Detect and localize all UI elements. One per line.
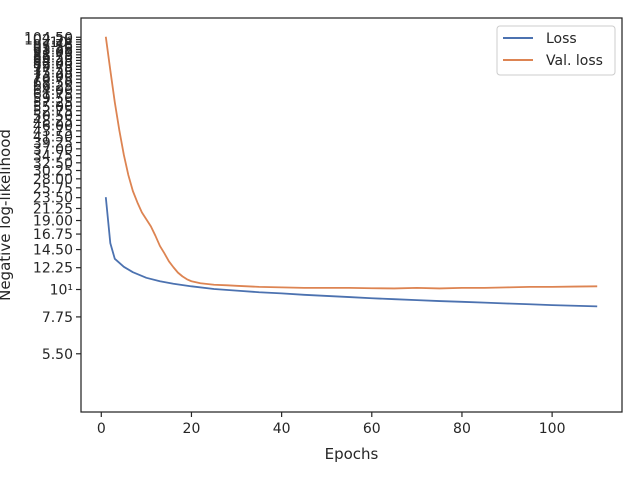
y-tick-label: 104.50 [24, 30, 73, 46]
y-tick-label: 7.75 [42, 310, 73, 326]
x-tick-label: 100 [539, 421, 566, 437]
x-tick-label: 0 [97, 421, 106, 437]
x-tick-label: 40 [273, 421, 291, 437]
legend-label-val-loss: Val. loss [546, 53, 603, 69]
y-axis-label: Negative log-likelihood [0, 129, 14, 301]
y-tick-label: 10¹ [50, 283, 73, 299]
x-axis-label: Epochs [325, 445, 379, 463]
x-tick-label: 20 [183, 421, 201, 437]
x-tick-label: 80 [453, 421, 471, 437]
y-tick-label: 14.50 [33, 243, 73, 259]
y-tick-label: 12.25 [33, 261, 73, 277]
y-tick-label: 5.50 [42, 347, 73, 363]
x-tick-label: 60 [363, 421, 381, 437]
legend: Loss Val. loss [497, 26, 615, 75]
legend-label-loss: Loss [546, 31, 577, 47]
